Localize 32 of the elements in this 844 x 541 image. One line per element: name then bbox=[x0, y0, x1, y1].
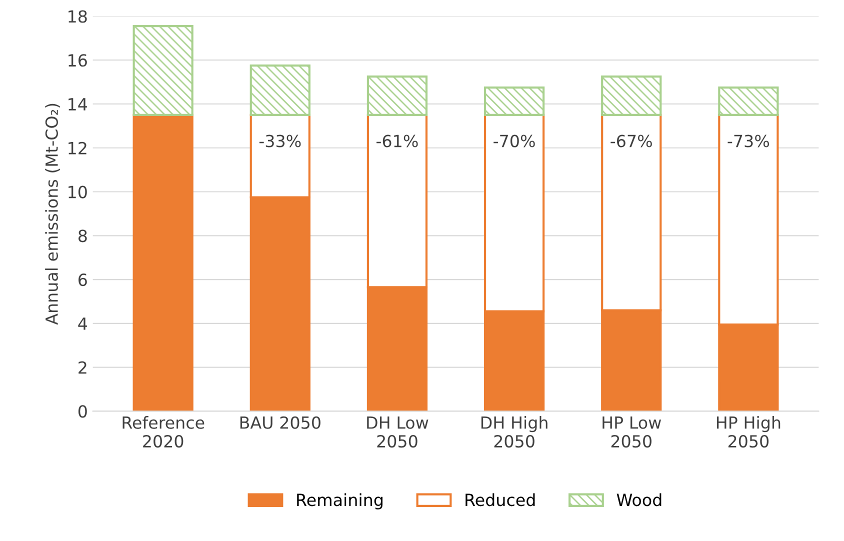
y-tick-label: 14 bbox=[68, 98, 88, 110]
bar bbox=[601, 76, 662, 116]
annotation: -61% bbox=[376, 134, 418, 148]
y-tick-label: 18 bbox=[68, 10, 87, 23]
annotation: -70% bbox=[494, 134, 535, 148]
y-tick-label: 16 bbox=[68, 54, 87, 67]
y-tick-label: 4 bbox=[78, 318, 88, 330]
legend-label: Remaining bbox=[297, 493, 382, 510]
bar bbox=[484, 86, 545, 116]
bar bbox=[132, 25, 194, 116]
y-tick-label: 12 bbox=[68, 142, 86, 154]
x-tick-label: DH Low 2050 bbox=[367, 416, 428, 448]
x-tick-label: HP High 2050 bbox=[716, 416, 780, 448]
legend-label: Wood bbox=[616, 493, 662, 506]
y-tick-label: 6 bbox=[78, 273, 87, 286]
y-tick-label: 0 bbox=[78, 405, 87, 418]
y-tick-label: 10 bbox=[68, 186, 87, 198]
bar bbox=[366, 76, 428, 116]
x-tick-label: Reference 2020 bbox=[122, 416, 204, 448]
annotation: -73% bbox=[728, 134, 770, 148]
y-tick-label: 8 bbox=[78, 230, 87, 242]
x-tick-label: BAU 2050 bbox=[240, 416, 320, 429]
bar bbox=[132, 114, 194, 412]
annotation: -33% bbox=[259, 134, 301, 148]
bar bbox=[718, 86, 779, 116]
bar bbox=[250, 64, 310, 116]
annotation: -67% bbox=[610, 134, 652, 148]
y-axis-title: Annual emissions (Mt-CO₂) bbox=[45, 104, 60, 325]
x-tick-label: DH High 2050 bbox=[481, 416, 548, 448]
x-tick-label: HP Low 2050 bbox=[602, 416, 662, 448]
y-tick-label: 2 bbox=[78, 361, 86, 374]
legend-label: Reduced bbox=[466, 493, 535, 506]
